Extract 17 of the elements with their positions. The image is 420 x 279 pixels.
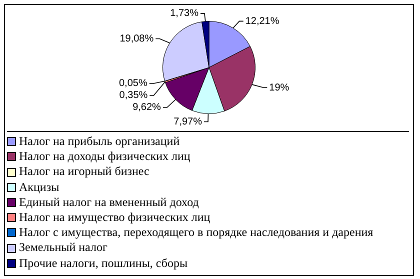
data-label: 7,97% bbox=[174, 116, 202, 128]
legend-label: Единый налог на вмененный доход bbox=[19, 194, 199, 210]
data-label: 9,62% bbox=[132, 102, 162, 114]
legend-label: Налог на доходы физических лиц bbox=[19, 149, 190, 164]
legend-label: Прочие налоги, пошлины, сборы bbox=[19, 256, 188, 271]
legend-label: Налог на прибыль организаций bbox=[19, 134, 180, 150]
data-label: 0,05% bbox=[118, 78, 148, 90]
data-label: 19,08% bbox=[120, 33, 154, 44]
legend-label: Налог на имущество физических лиц bbox=[19, 210, 210, 226]
data-label: 0,35% bbox=[119, 90, 148, 102]
data-label: 12,21% bbox=[245, 16, 280, 27]
legend-label: Акцизы bbox=[19, 180, 60, 195]
legend-label: Земельный налог bbox=[19, 240, 108, 256]
legend-label: Налог на игорный бизнес bbox=[19, 164, 150, 180]
data-label: 19% bbox=[269, 82, 290, 94]
data-label: 1,73% bbox=[170, 8, 199, 20]
legend-label: Налог с имущества, переходящего в порядке наследования и дарения bbox=[19, 225, 374, 240]
